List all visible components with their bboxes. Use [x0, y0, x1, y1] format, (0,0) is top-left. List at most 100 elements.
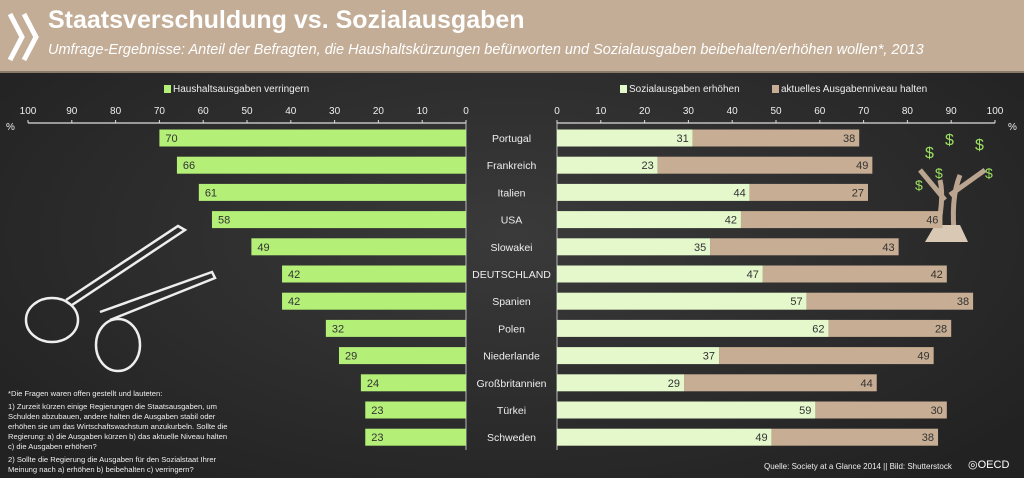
footnote-intro: *Die Fragen waren offen gestellt und lau…: [8, 389, 163, 398]
bar-cut: [159, 129, 466, 147]
legend-label: Sozialausgaben erhöhen: [629, 84, 740, 95]
bar-increase: [557, 211, 741, 229]
country-label: DEUTSCHLAND: [472, 269, 551, 281]
bar-keep-label: 30: [931, 405, 943, 417]
footnote-question-2: 2) Sollte die Regierung die Ausgaben für…: [8, 455, 217, 474]
bar-cut-label: 32: [332, 323, 344, 335]
bar-increase-label: 44: [733, 187, 745, 199]
bar-increase: [557, 374, 685, 392]
bar-keep-label: 42: [931, 269, 943, 281]
bar-keep-label: 44: [860, 378, 872, 390]
country-label: Italien: [497, 187, 525, 199]
bar-cut-label: 23: [371, 405, 383, 417]
svg-text:$: $: [985, 165, 993, 181]
right-axis-unit: %: [1008, 122, 1017, 133]
country-row: 66 Frankreich 23 49: [176, 156, 873, 174]
bar-keep: [749, 183, 868, 201]
legend-label: Haushaltsausgaben verringern: [173, 84, 310, 95]
legend-item-increase: Sozialausgaben erhöhen: [620, 84, 740, 95]
bar-increase: [557, 401, 816, 419]
country-label: Spanien: [492, 296, 531, 308]
svg-text:$: $: [915, 177, 923, 193]
bar-increase-label: 29: [668, 378, 680, 390]
bar-keep-label: 38: [922, 432, 934, 444]
page-title: Staatsverschuldung vs. Sozialausgaben: [48, 6, 525, 34]
left-tick-label: 40: [285, 106, 297, 117]
money-tree-icon: $$ $$ $$: [915, 132, 993, 242]
country-row: 24 Großbritannien 29 44: [360, 374, 877, 392]
bar-keep: [762, 265, 947, 283]
bar-increase-label: 42: [725, 215, 737, 227]
bar-cut: [282, 292, 466, 310]
country-row: 32 Polen 62 28: [325, 319, 952, 337]
bar-keep: [710, 238, 899, 256]
left-tick-label: 10: [417, 106, 429, 117]
bar-increase: [557, 265, 763, 283]
left-tick-label: 100: [20, 106, 37, 117]
bar-keep-label: 38: [843, 133, 855, 145]
bar-keep: [657, 156, 873, 174]
country-label: Slowakei: [490, 242, 532, 254]
bar-cut: [360, 374, 466, 392]
left-tick-label: 30: [329, 106, 341, 117]
bar-cut-label: 58: [218, 215, 230, 227]
country-label: Portugal: [492, 133, 531, 145]
bar-increase: [557, 428, 772, 446]
country-label: Niederlande: [483, 351, 540, 363]
right-tick-label: 10: [595, 106, 607, 117]
bar-increase-label: 35: [694, 242, 706, 254]
bar-cut-label: 42: [288, 296, 300, 308]
right-tick-label: 20: [639, 106, 651, 117]
right-tick-label: 40: [727, 106, 739, 117]
svg-text:$: $: [945, 132, 954, 149]
left-axis-unit: %: [6, 122, 15, 133]
bar-keep: [719, 347, 934, 365]
legend-swatch: [772, 85, 779, 93]
bar-cut-label: 61: [205, 187, 217, 199]
bar-increase-label: 57: [790, 296, 802, 308]
country-label: Türkei: [497, 405, 526, 417]
bar-cut: [198, 183, 466, 201]
bar-cut-label: 66: [183, 160, 195, 172]
right-tick-label: 50: [770, 106, 782, 117]
bar-increase: [557, 183, 750, 201]
legend-swatch: [620, 85, 627, 93]
bar-increase-label: 62: [812, 323, 824, 335]
bar-keep: [806, 292, 974, 310]
country-row: 29 Niederlande 37 49: [338, 347, 934, 365]
right-tick-label: 90: [946, 106, 958, 117]
country-row: 42 Spanien 57 38: [282, 292, 974, 310]
bar-cut-label: 23: [371, 432, 383, 444]
bar-increase-label: 49: [755, 432, 767, 444]
header: Staatsverschuldung vs. Sozialausgaben Um…: [0, 0, 1024, 71]
bar-keep-label: 43: [882, 242, 894, 254]
right-tick-label: 60: [814, 106, 826, 117]
left-tick-label: 20: [373, 106, 385, 117]
bar-cut-label: 70: [165, 133, 177, 145]
right-tick-label: 30: [683, 106, 695, 117]
left-tick-label: 80: [110, 106, 122, 117]
footnote-question-1: 1) Zurzeit kürzen einige Regierungen die…: [8, 402, 228, 451]
country-label: Frankreich: [487, 160, 537, 172]
bar-cut: [211, 211, 466, 229]
bar-increase: [557, 347, 720, 365]
bar-keep: [815, 401, 947, 419]
country-row: 23 Schweden 49 38: [365, 428, 939, 446]
country-row: 58 USA 42 46: [211, 211, 943, 229]
source-note: Quelle: Society at a Glance 2014 || Bild…: [764, 462, 952, 471]
right-tick-label: 100: [987, 106, 1004, 117]
legend-label: aktuelles Ausgabenniveau halten: [781, 84, 928, 95]
bar-cut-label: 42: [288, 269, 300, 281]
svg-text:$: $: [975, 137, 984, 154]
left-tick-label: 0: [463, 106, 469, 117]
oecd-logo: ◎OECD: [968, 459, 1010, 471]
country-row: 61 Italien 44 27: [198, 183, 868, 201]
country-label: USA: [501, 215, 523, 227]
bar-keep: [771, 428, 939, 446]
country-label: Polen: [498, 323, 525, 335]
bar-cut: [251, 238, 466, 256]
bar-increase-label: 31: [677, 133, 689, 145]
bar-keep-label: 46: [926, 215, 938, 227]
legend-item-cut: Haushaltsausgaben verringern: [164, 84, 309, 95]
